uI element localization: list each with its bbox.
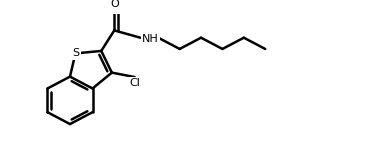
Text: S: S: [72, 48, 79, 58]
Text: O: O: [110, 0, 119, 9]
Text: NH: NH: [142, 34, 159, 44]
Text: Cl: Cl: [129, 78, 140, 88]
